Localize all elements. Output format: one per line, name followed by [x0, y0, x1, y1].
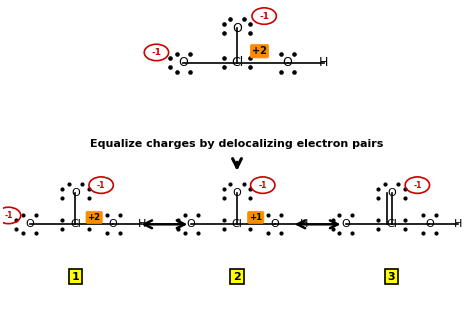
- Text: O: O: [271, 219, 279, 229]
- Text: Equalize charges by delocalizing electron pairs: Equalize charges by delocalizing electro…: [91, 138, 383, 148]
- Text: -1: -1: [413, 181, 421, 190]
- Text: -1: -1: [97, 181, 105, 190]
- Text: -1: -1: [151, 48, 162, 57]
- Text: -1: -1: [259, 181, 267, 190]
- Text: O: O: [25, 219, 34, 229]
- Text: +2: +2: [88, 213, 100, 222]
- Text: -1: -1: [259, 12, 269, 21]
- Text: 1: 1: [72, 271, 79, 281]
- Text: Cl: Cl: [386, 219, 397, 229]
- Text: Cl: Cl: [70, 219, 81, 229]
- Text: H: H: [319, 56, 328, 70]
- Text: O: O: [187, 219, 196, 229]
- Text: H: H: [138, 219, 146, 229]
- Text: O: O: [71, 188, 80, 198]
- Text: O: O: [109, 219, 118, 229]
- Text: 3: 3: [388, 271, 395, 281]
- Text: +1: +1: [249, 213, 262, 222]
- Text: H: H: [300, 219, 308, 229]
- Text: O: O: [425, 219, 434, 229]
- Text: +2: +2: [252, 46, 267, 56]
- Text: O: O: [341, 219, 350, 229]
- Text: -1: -1: [4, 211, 13, 220]
- Text: O: O: [178, 56, 188, 70]
- Text: O: O: [233, 188, 241, 198]
- Text: O: O: [387, 188, 396, 198]
- Text: H: H: [454, 219, 463, 229]
- Text: 2: 2: [233, 271, 241, 281]
- Text: O: O: [283, 56, 292, 70]
- Text: Cl: Cl: [231, 56, 243, 70]
- Text: Cl: Cl: [232, 219, 242, 229]
- Text: O: O: [232, 22, 242, 34]
